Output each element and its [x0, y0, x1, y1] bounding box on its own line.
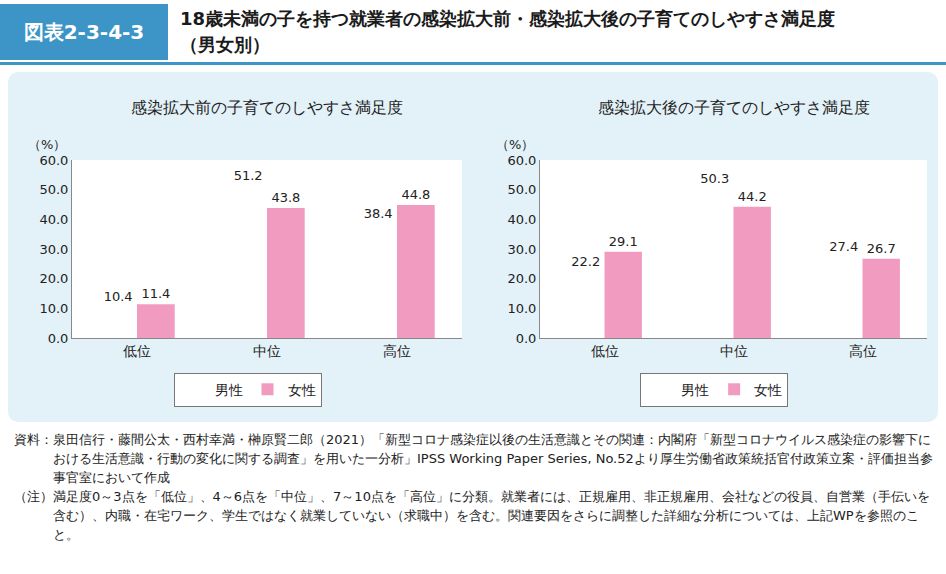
svg-text:男性: 男性 [681, 382, 709, 398]
html-text:図表2-3-4-3: 図表2-3-4-3 [23, 19, 145, 44]
svg-text:20.0: 20.0 [39, 271, 68, 286]
svg-text:0.0: 0.0 [516, 331, 537, 346]
svg-text:（%）: （%） [496, 137, 534, 152]
svg-text:中位: 中位 [720, 343, 748, 359]
svg-text:感染拡大前の子育てのしやすさ満足度: 感染拡大前の子育てのしやすさ満足度 [131, 98, 403, 117]
svg-text:高位: 高位 [849, 343, 877, 359]
svg-text:中位: 中位 [253, 343, 281, 359]
svg-text:44.8: 44.8 [401, 187, 430, 202]
svg-text:感染拡大後の子育てのしやすさ満足度: 感染拡大後の子育てのしやすさ満足度 [598, 98, 870, 117]
svg-text:29.1: 29.1 [609, 234, 638, 249]
svg-text:26.7: 26.7 [867, 241, 896, 256]
svg-text:低位: 低位 [123, 343, 151, 359]
svg-text:51.2: 51.2 [234, 168, 263, 183]
svg-text:30.0: 30.0 [39, 242, 68, 257]
svg-text:50.3: 50.3 [700, 171, 729, 186]
svg-text:11.4: 11.4 [141, 286, 170, 301]
svg-text:（%）: （%） [28, 137, 66, 152]
svg-text:女性: 女性 [288, 382, 316, 398]
svg-text:22.2: 22.2 [571, 254, 600, 269]
svg-text:44.2: 44.2 [738, 189, 767, 204]
svg-text:60.0: 60.0 [39, 153, 68, 168]
svg-text:30.0: 30.0 [507, 242, 536, 257]
svg-text:38.4: 38.4 [364, 206, 393, 221]
html-text:資料：泉田信行・藤間公太・西村幸満・榊原賢二郎（2021）「: 資料：泉田信行・藤間公太・西村幸満・榊原賢二郎（2021）「新型コロナ感染症以後… [14, 432, 933, 485]
svg-text:0.0: 0.0 [48, 331, 69, 346]
html-text:（注）満足度0～3点を「低位」、4～6点を「中位」、7～10: （注）満足度0～3点を「低位」、4～6点を「中位」、7～10点を「高位」に分類。… [14, 489, 930, 542]
svg-text:10.0: 10.0 [507, 301, 536, 316]
html-text:18歳未満の子を持つ就業者の感染拡大前・感染拡大後の子育ての: 18歳未満の子を持つ就業者の感染拡大前・感染拡大後の子育てのしやすさ満足度 [180, 8, 836, 29]
svg-text:10.0: 10.0 [39, 301, 68, 316]
svg-text:50.0: 50.0 [39, 182, 68, 197]
svg-text:高位: 高位 [383, 343, 411, 359]
svg-text:60.0: 60.0 [507, 153, 536, 168]
svg-text:27.4: 27.4 [829, 239, 858, 254]
svg-text:女性: 女性 [754, 382, 782, 398]
svg-text:低位: 低位 [591, 343, 619, 359]
svg-text:43.8: 43.8 [271, 190, 300, 205]
html-text:（男女別）: （男女別） [180, 34, 270, 55]
svg-text:40.0: 40.0 [39, 212, 68, 227]
svg-text:男性: 男性 [215, 382, 243, 398]
svg-text:40.0: 40.0 [507, 212, 536, 227]
svg-text:50.0: 50.0 [507, 182, 536, 197]
svg-text:10.4: 10.4 [104, 289, 133, 304]
svg-text:20.0: 20.0 [507, 271, 536, 286]
